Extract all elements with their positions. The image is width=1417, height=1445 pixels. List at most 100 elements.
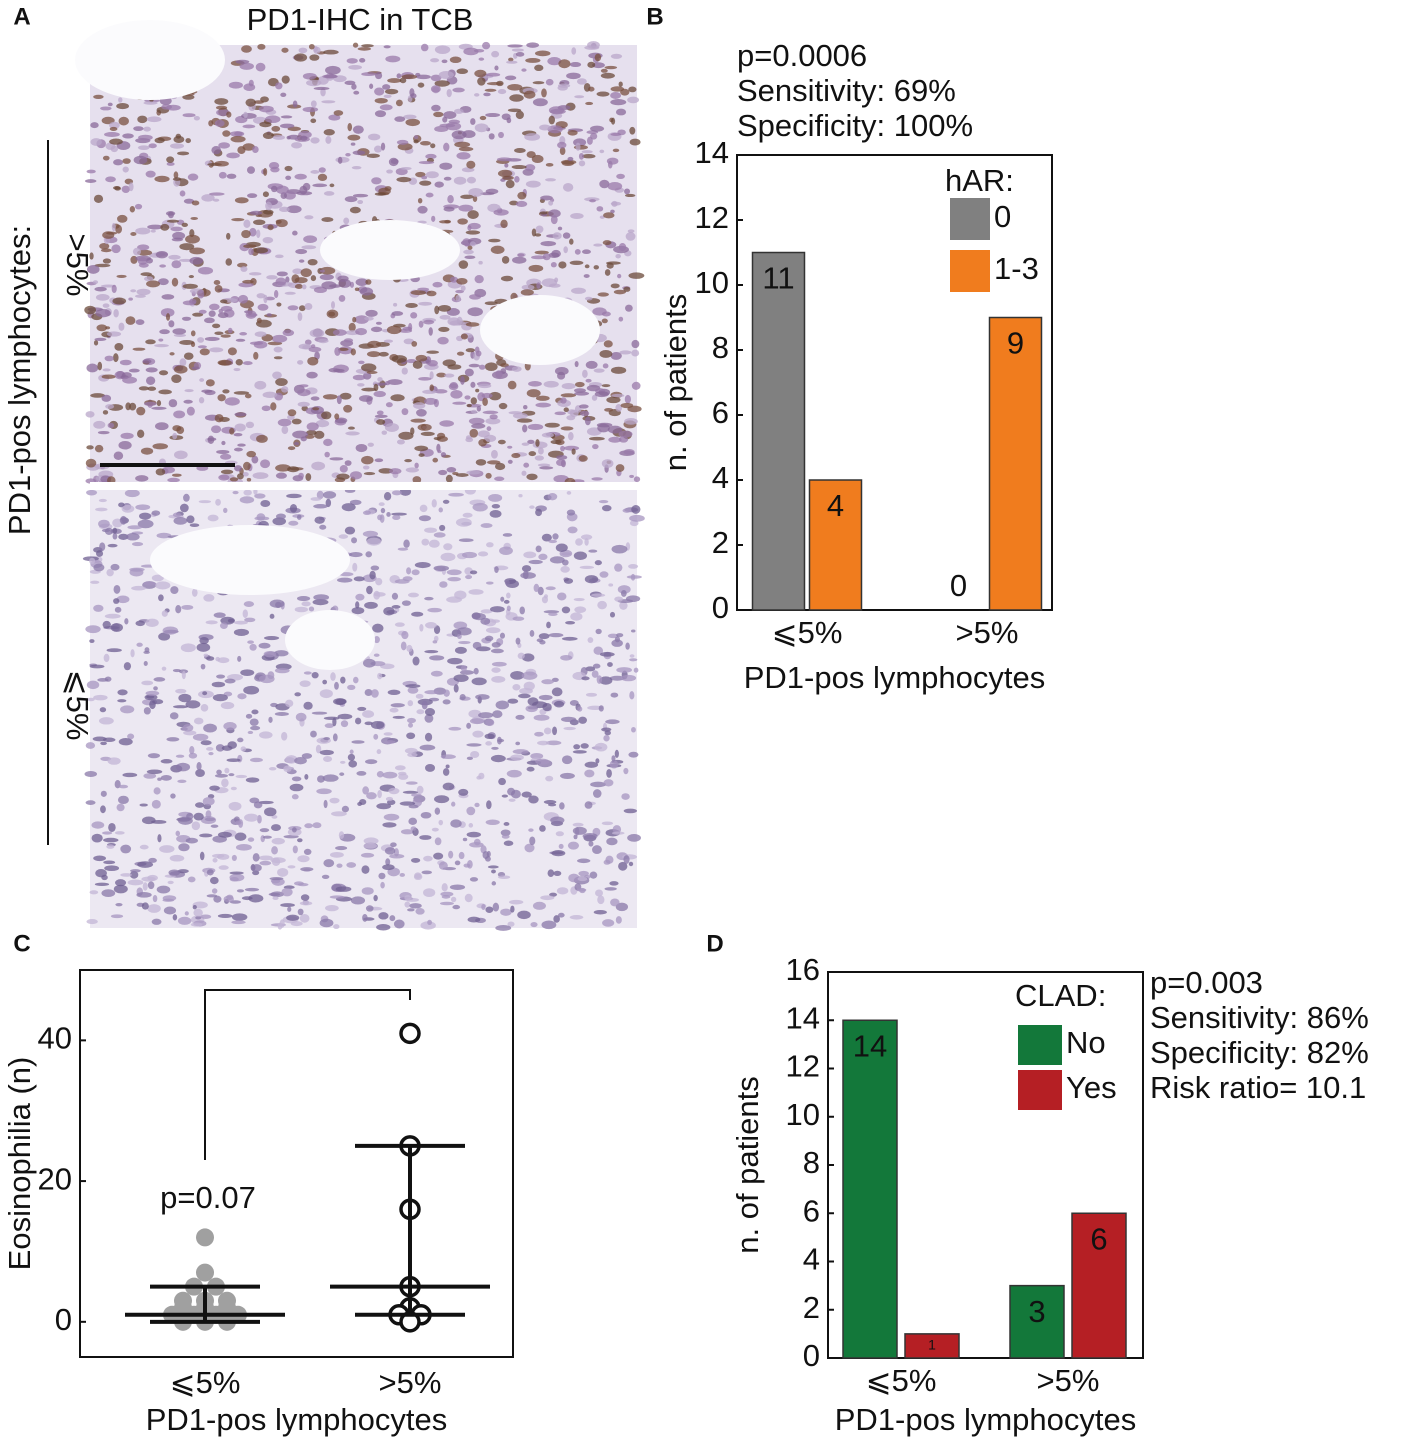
cell bbox=[188, 752, 198, 759]
cell bbox=[537, 586, 544, 596]
cell bbox=[519, 606, 525, 615]
cell bbox=[543, 800, 557, 805]
cell bbox=[287, 865, 296, 869]
cell bbox=[325, 498, 332, 508]
cell bbox=[193, 908, 203, 917]
cell bbox=[155, 250, 168, 259]
cell bbox=[339, 772, 345, 776]
cell bbox=[463, 249, 474, 255]
cell bbox=[143, 581, 156, 586]
cell bbox=[97, 361, 103, 371]
cell bbox=[98, 498, 107, 503]
cell bbox=[182, 724, 194, 732]
cell bbox=[171, 473, 182, 477]
cell bbox=[434, 125, 449, 133]
cell bbox=[397, 547, 409, 551]
cell bbox=[233, 432, 243, 437]
cell bbox=[612, 825, 622, 834]
cell bbox=[426, 350, 439, 354]
cell bbox=[468, 589, 484, 595]
y-tick-label: 14 bbox=[695, 135, 729, 170]
y-tick-label: 10 bbox=[695, 265, 729, 300]
cell bbox=[94, 263, 111, 268]
cell bbox=[401, 631, 409, 640]
cell bbox=[303, 701, 313, 710]
cell bbox=[481, 904, 486, 911]
cell bbox=[282, 329, 295, 337]
cell bbox=[151, 510, 161, 516]
cell bbox=[488, 391, 502, 401]
cell bbox=[306, 371, 318, 379]
cell bbox=[102, 737, 116, 743]
cell bbox=[272, 371, 282, 380]
cell bbox=[338, 347, 349, 351]
cell bbox=[415, 693, 424, 699]
cell bbox=[470, 397, 477, 405]
cell bbox=[217, 359, 232, 366]
bar bbox=[904, 1333, 960, 1359]
cell bbox=[256, 229, 261, 239]
cell bbox=[550, 439, 562, 445]
cell bbox=[114, 831, 125, 835]
cell bbox=[578, 455, 588, 462]
cell bbox=[357, 706, 367, 711]
cell bbox=[319, 524, 327, 530]
cell bbox=[214, 119, 225, 127]
cell bbox=[488, 493, 503, 502]
cell bbox=[263, 167, 268, 176]
cell bbox=[547, 803, 557, 807]
annotation: Risk ratio= 10.1 bbox=[1150, 1070, 1366, 1105]
cell bbox=[569, 238, 574, 245]
cell bbox=[313, 594, 330, 601]
cell bbox=[343, 338, 354, 343]
cell bbox=[611, 639, 623, 647]
cell bbox=[533, 583, 540, 593]
cell bbox=[364, 689, 373, 696]
cell bbox=[271, 125, 281, 132]
cell bbox=[434, 181, 444, 188]
cell bbox=[205, 620, 218, 625]
cell bbox=[508, 411, 523, 415]
cell bbox=[556, 887, 569, 895]
cell bbox=[323, 716, 340, 721]
cell bbox=[206, 894, 218, 898]
cell bbox=[560, 445, 565, 452]
cell bbox=[440, 552, 456, 562]
cell bbox=[145, 339, 156, 345]
cell bbox=[186, 406, 195, 416]
cell bbox=[173, 333, 187, 338]
cell bbox=[560, 426, 574, 431]
cell bbox=[294, 757, 307, 765]
cell bbox=[234, 832, 247, 841]
cell bbox=[503, 599, 510, 604]
cell bbox=[443, 176, 452, 181]
cell bbox=[145, 170, 156, 178]
cell bbox=[523, 462, 530, 468]
cell bbox=[581, 154, 596, 159]
cell bbox=[146, 376, 156, 385]
cell bbox=[226, 173, 237, 179]
cell bbox=[102, 831, 113, 835]
cell bbox=[329, 457, 344, 461]
cell bbox=[98, 717, 114, 725]
cell bbox=[118, 97, 123, 103]
cell bbox=[341, 805, 349, 813]
cell bbox=[298, 47, 308, 54]
cell bbox=[625, 642, 630, 650]
cell bbox=[385, 88, 399, 95]
cell bbox=[333, 368, 345, 373]
cell bbox=[151, 918, 162, 925]
cell bbox=[120, 515, 127, 525]
cell bbox=[323, 438, 333, 447]
cell bbox=[453, 684, 459, 693]
cell bbox=[440, 452, 447, 458]
cell bbox=[197, 337, 205, 343]
cell bbox=[507, 44, 523, 48]
cell bbox=[304, 774, 309, 780]
cell bbox=[412, 360, 423, 369]
cell bbox=[230, 135, 246, 143]
cell bbox=[419, 180, 432, 186]
cell bbox=[244, 393, 252, 399]
cell bbox=[401, 600, 411, 606]
cell bbox=[105, 176, 116, 183]
